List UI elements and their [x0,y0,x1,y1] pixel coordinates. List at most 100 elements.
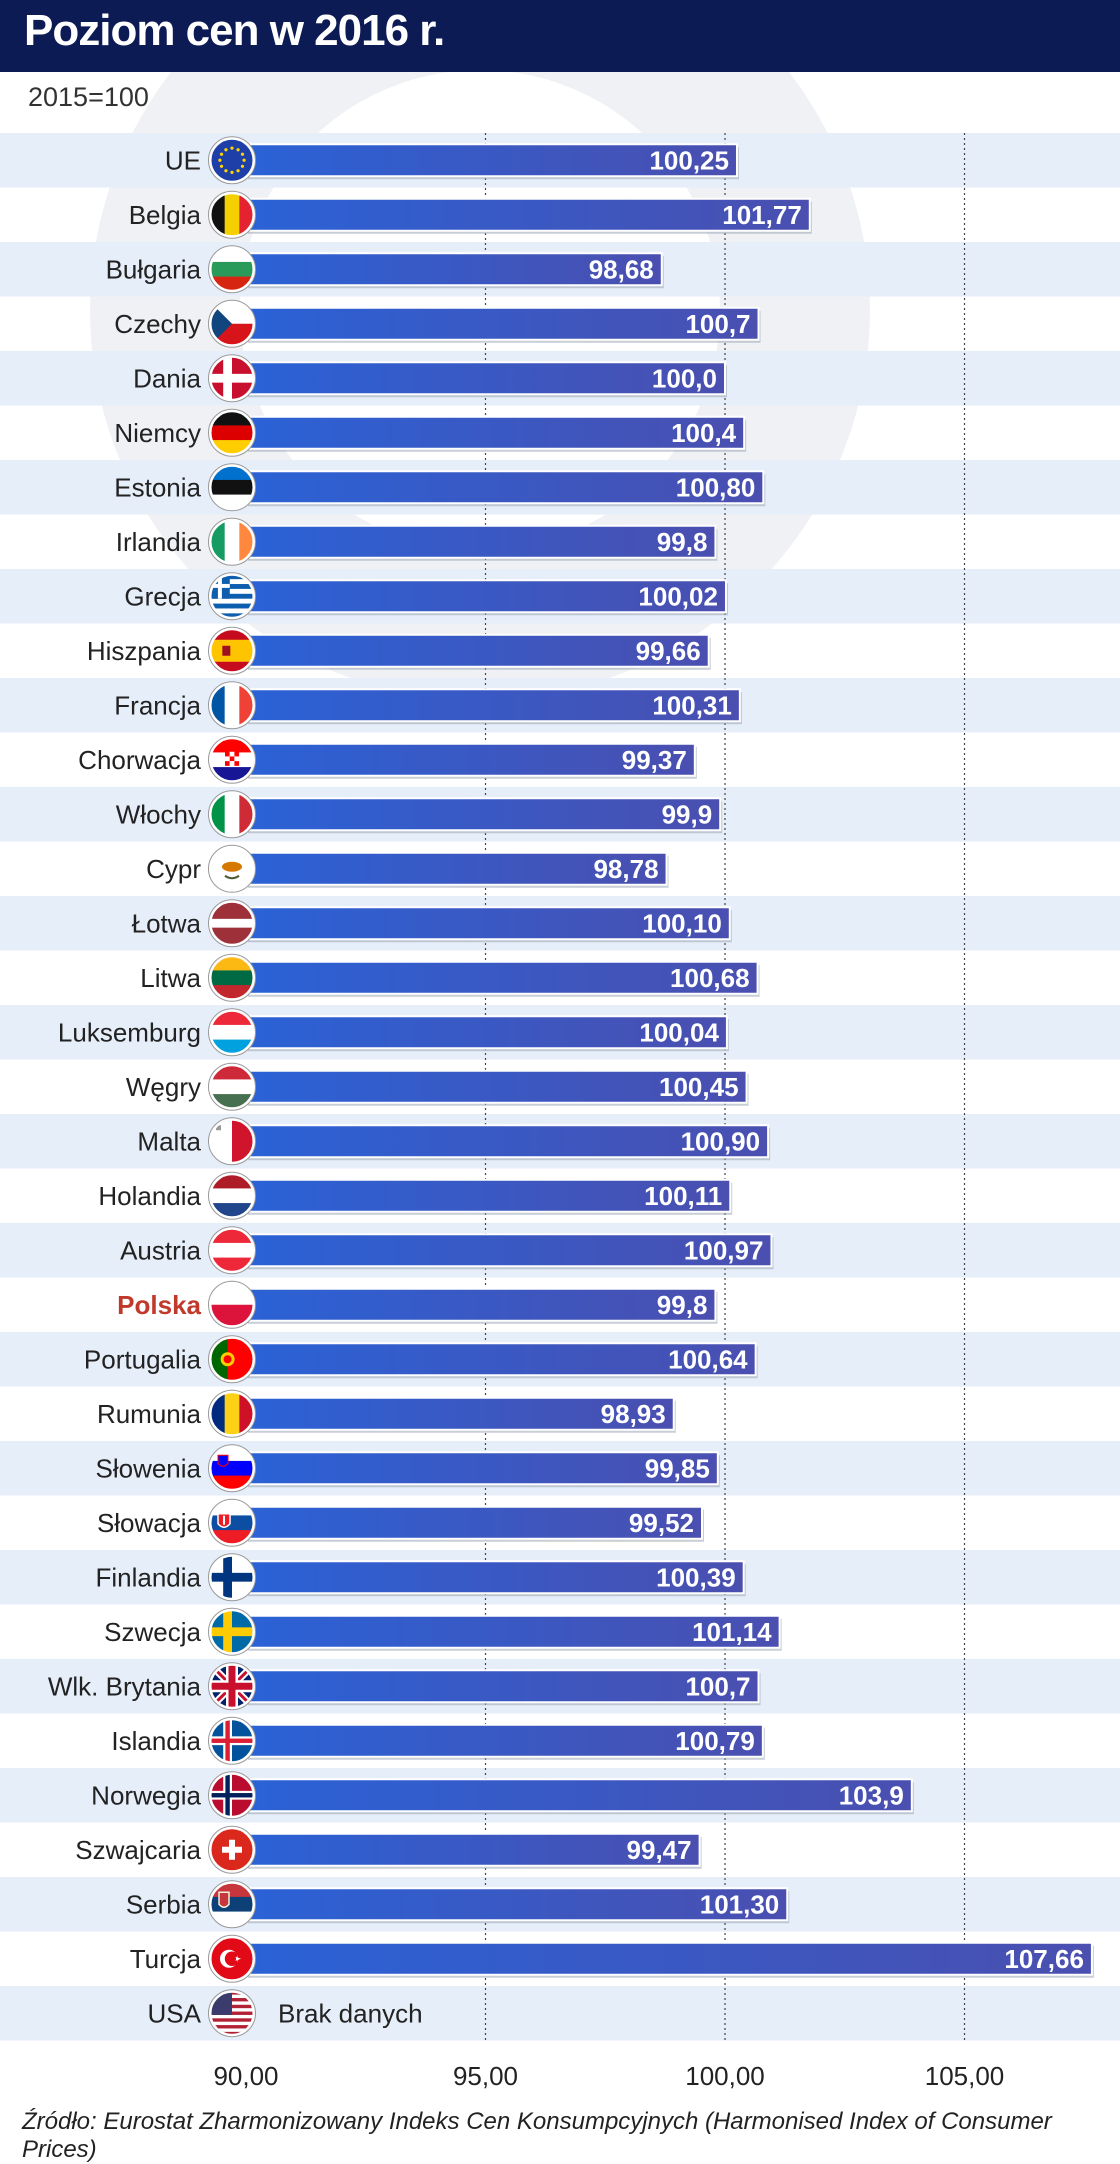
value-label: 100,25 [649,145,729,175]
bar [245,197,811,232]
value-label: 100,4 [671,418,737,448]
bar [245,143,738,178]
country-label: Finlandia [95,1562,201,1592]
value-label: 100,79 [675,1726,755,1756]
x-tick-label: 90,00 [213,2061,278,2091]
bar [245,1396,675,1431]
country-label: USA [148,1998,202,2028]
x-tick-label: 95,00 [453,2061,518,2091]
bar [245,1778,913,1813]
bar [245,688,741,723]
denmark-flag-icon [208,354,256,403]
country-label: Belgia [129,200,202,230]
portugal-flag-icon [208,1335,256,1384]
bar [245,1233,773,1268]
bar [245,1560,745,1595]
country-label: Polska [117,1290,201,1320]
romania-flag-icon [208,1389,256,1438]
eu-flag-icon [208,136,256,185]
country-label: Wlk. Brytania [48,1671,202,1701]
value-label: 100,31 [652,690,732,720]
malta-flag-icon [208,1117,256,1166]
spain-flag-icon [208,626,256,675]
country-label: Cypr [146,854,201,884]
germany-flag-icon [208,408,256,457]
bar [245,1723,764,1758]
austria-flag-icon [208,1226,256,1275]
country-label: Grecja [124,581,201,611]
source-note: Źródło: Eurostat Zharmonizowany Indeks C… [22,2108,1052,2163]
value-label: 99,37 [622,745,687,775]
value-label: 107,66 [1004,1944,1084,1974]
row-stripe [0,1986,1120,2041]
latvia-flag-icon [208,899,256,948]
bar [245,524,717,559]
country-label: Turcja [130,1944,202,1974]
bar [245,1015,728,1050]
bar [245,1669,760,1704]
value-label: 100,80 [676,472,756,502]
country-label: Rumunia [97,1399,202,1429]
bar [245,906,731,941]
chart-subtitle: 2015=100 [28,82,149,112]
country-label: Estonia [114,472,201,502]
bars: 100,25 101,77 98,68 100,7 100,0 100,4 100,80 99… [245,143,1094,2028]
country-label: Czechy [114,309,201,339]
value-label: 100,04 [639,1017,719,1047]
value-label: 101,30 [700,1889,780,1919]
bar [245,1178,732,1213]
country-label: UE [165,145,201,175]
country-label: Słowacja [97,1508,202,1538]
bar [245,1614,781,1649]
value-label: 100,11 [644,1181,722,1211]
country-label: Chorwacja [78,745,201,775]
bar [245,252,663,287]
bulgaria-flag-icon [208,245,256,294]
ireland-flag-icon [208,517,256,566]
finland-flag-icon [208,1553,256,1602]
value-label: 100,97 [684,1235,764,1265]
norway-flag-icon [208,1771,256,1820]
value-label: 98,68 [589,254,654,284]
croatia-flag-icon [208,735,256,784]
slovakia-flag-icon [208,1498,256,1547]
row-labels: UE Belgia Bułgaria Czechy Dania Niemcy Estonia… [48,145,202,2028]
country-label: Norwegia [91,1780,201,1810]
x-axis-ticks: 90,00 95,00 100,00 105,00 [213,2061,1004,2091]
bar [245,851,668,886]
bar [245,470,765,505]
cyprus-flag-icon [208,844,256,893]
value-label: 100,39 [656,1562,736,1592]
switzerland-flag-icon [208,1825,256,1874]
bar [245,1069,748,1104]
bar [245,306,760,341]
country-label: Słowenia [95,1453,201,1483]
bar [245,1941,1093,1976]
estonia-flag-icon [208,463,256,512]
country-label: Łotwa [132,908,202,938]
value-label: 100,45 [659,1072,739,1102]
france-flag-icon [208,681,256,730]
belgium-flag-icon [208,190,256,239]
value-label: 99,66 [636,636,701,666]
bar [245,1887,789,1922]
sweden-flag-icon [208,1607,256,1656]
chart-title: Poziom cen w 2016 r. [24,6,445,55]
serbia-flag-icon [208,1880,256,1929]
bar [245,633,710,668]
usa-flag-icon [208,1989,256,2038]
bar [245,361,726,396]
slovenia-flag-icon [208,1444,256,1493]
value-label: 100,68 [670,963,750,993]
bar [245,1505,704,1540]
header-bar: Poziom cen w 2016 r. [0,0,1120,72]
country-label: Islandia [111,1726,201,1756]
country-label: Serbia [126,1889,202,1919]
value-label: 99,8 [657,527,708,557]
value-label: 101,14 [692,1617,772,1647]
country-label: Irlandia [116,527,202,557]
value-label: 100,7 [685,309,750,339]
no-data-label: Brak danych [278,1998,423,2028]
bar [245,1832,701,1867]
